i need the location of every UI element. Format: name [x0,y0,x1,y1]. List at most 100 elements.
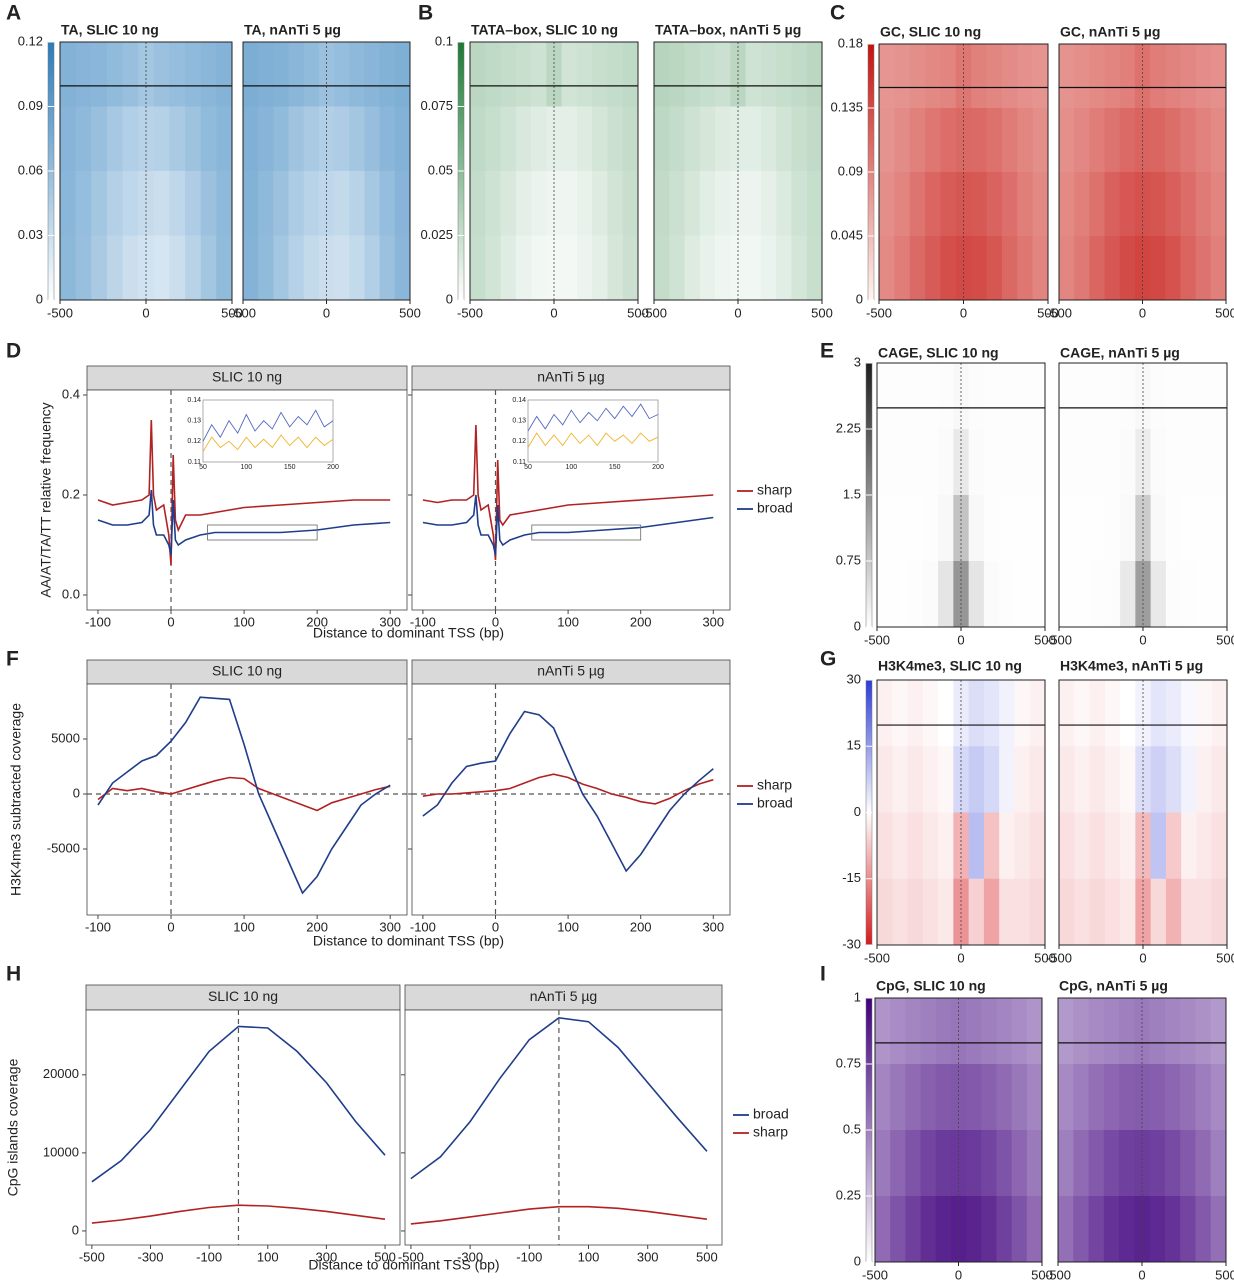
heatmap-cell [938,561,954,628]
heatmap-cell [1001,172,1018,237]
heatmap-cell [1074,44,1090,109]
x-tick-label: 0 [960,305,967,320]
heatmap-cell [258,171,274,236]
inset-x-tick-label: 100 [240,464,252,471]
heatmap-cell [971,172,988,237]
x-tick-label: -500 [641,305,667,320]
heatmap-cell [935,1130,952,1197]
heatmap-cell [920,1064,937,1131]
heatmap-cell [1210,172,1227,237]
heatmap-cell [890,1064,906,1131]
heatmap-cell [907,561,924,628]
heatmap-cell [1120,680,1136,747]
x-tick-label: -100 [516,1249,542,1264]
colorbar-tick-label: 0.03 [18,227,43,242]
heatmap-cell [966,998,982,1065]
heatmap-cell [622,171,639,236]
heatmap-cell [925,236,941,301]
heatmap-cell [122,235,139,301]
heatmap-cell [1014,680,1031,747]
heatmap-cell [1074,680,1091,747]
heatmap-cell [1073,1130,1090,1197]
colorbar-tick-label: 0.75 [836,1055,861,1070]
heatmap-cell [1011,1064,1028,1131]
heatmap-cell [1150,44,1166,109]
inset-region [207,524,318,541]
heatmap-cell [1029,812,1046,880]
legend-label: broad [753,1106,789,1122]
heatmap-cell [1074,236,1090,301]
plot-frame [85,1009,401,1246]
heatmap-cell [1165,44,1181,109]
heatmap-cell [1032,172,1049,237]
heatmap-cell [1196,680,1213,747]
heatmap-cell [1150,172,1166,237]
heatmap-cell [877,363,893,430]
heatmap-cell [745,42,762,107]
heatmap-title: GC, SLIC 10 ng [880,24,981,40]
heatmap-cell [875,998,891,1065]
heatmap-cell [515,171,532,236]
heatmap-cell [1104,44,1121,109]
heatmap-cell [243,235,259,301]
heatmap-cell [153,42,170,107]
x-tick-label: 100 [578,1249,600,1264]
x-tick-label: 500 [1034,950,1056,965]
heatmap-cell [470,42,486,107]
heatmap-cell [364,235,381,301]
heatmap-cell [470,235,486,301]
heatmap-cell [1120,363,1136,430]
heatmap-cell [1165,878,1182,946]
heatmap-cell [715,106,731,172]
heatmap-cell [1029,746,1046,813]
heatmap-cell [1211,495,1228,562]
colorbar-tick-label: 15 [847,738,861,753]
heatmap-cell [999,363,1015,430]
heatmap-cell [1104,495,1121,562]
heatmap-cell [1088,1064,1105,1131]
heatmap-cell [288,235,305,301]
heatmap-cell [1195,44,1212,109]
heatmap-cell [877,812,893,880]
heatmap-cell [1120,429,1136,496]
x-tick-label: 0 [734,305,741,320]
series-line [97,419,391,566]
heatmap-cell [394,42,411,107]
heatmap-cell [877,680,893,747]
heatmap-title: H3K4me3, SLIC 10 ng [878,658,1022,674]
heatmap-cell [1165,429,1182,496]
heatmap-cell [879,236,895,301]
heatmap-cell [966,1064,982,1131]
heatmap-cell [1165,812,1182,880]
x-tick-label: -500 [864,950,890,965]
x-tick-label: -100 [410,614,436,629]
heatmap-cell [561,171,578,236]
heatmap-cell [760,235,777,301]
heatmap-cell [922,363,939,430]
heatmap-cell [1029,680,1046,747]
colorbar-tick-label: 0.06 [18,162,43,177]
heatmap-cell [1014,746,1031,813]
heatmap-cell [654,106,670,172]
heatmap-cell [715,171,731,236]
heatmap-cell [1149,998,1166,1065]
heatmap-cell [607,235,624,301]
heatmap-cell [1210,1130,1227,1197]
heatmap-cell [776,171,792,236]
panel-label: A [6,2,21,25]
heatmap-cell [622,235,639,301]
heatmap-cell [1119,998,1135,1065]
heatmap-cell [364,42,381,107]
heatmap-cell [905,998,922,1065]
heatmap-cell [1120,878,1136,946]
heatmap-title: CpG, SLIC 10 ng [876,978,986,994]
colorbar-tick-label: 0.05 [428,162,453,177]
heatmap-cell [106,106,124,172]
inset-y-tick-label: 0.11 [188,459,201,466]
series-line [97,776,391,812]
series-line [410,1205,708,1225]
heatmap-cell [1088,1130,1105,1197]
heatmap-cell [1195,998,1212,1065]
heatmap-cell [1103,1064,1120,1131]
inset-y-tick-label: 0.13 [512,418,526,425]
